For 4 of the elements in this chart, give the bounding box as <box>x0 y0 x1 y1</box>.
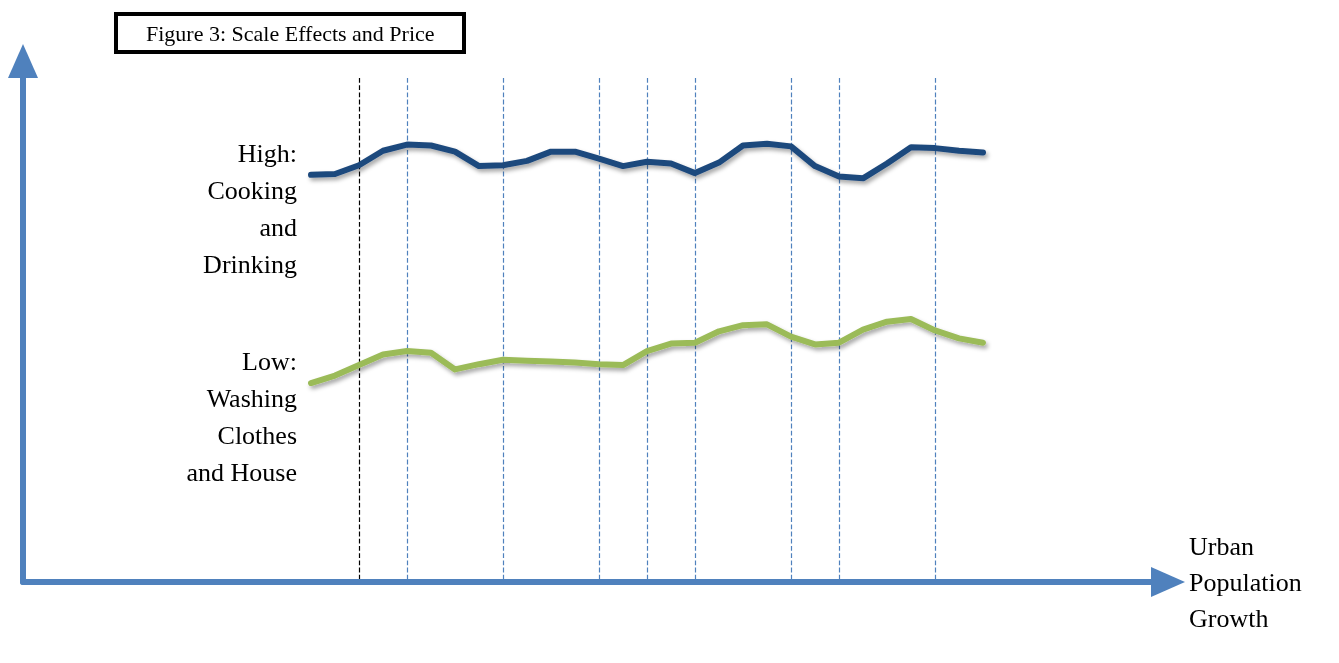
x-axis-title: Urban Population Growth <box>1189 531 1302 633</box>
series-label: Low: Washing Clothes and House <box>186 347 297 488</box>
chart-title: Figure 3: Scale Effects and Price <box>146 20 435 46</box>
series-label: High: Cooking and Drinking <box>203 138 297 279</box>
